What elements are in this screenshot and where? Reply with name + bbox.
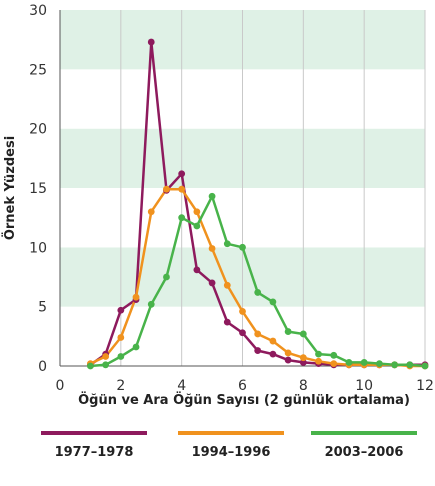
data-point bbox=[269, 337, 277, 345]
y-axis-title: Örnek Yüzdesi bbox=[2, 136, 18, 240]
data-point bbox=[132, 293, 140, 301]
data-point bbox=[163, 185, 170, 193]
data-point bbox=[223, 318, 231, 326]
y-tick-label: 0 bbox=[38, 359, 47, 375]
legend-label-1: 1977–1978 bbox=[55, 445, 134, 460]
data-point bbox=[406, 361, 414, 369]
data-point bbox=[163, 273, 170, 281]
data-point bbox=[391, 361, 398, 369]
legend-label-2: 1994–1996 bbox=[192, 445, 271, 460]
x-tick-label: 6 bbox=[238, 378, 247, 394]
data-point bbox=[360, 359, 368, 366]
data-point bbox=[284, 349, 292, 357]
data-point bbox=[269, 298, 277, 306]
data-point bbox=[193, 222, 201, 230]
legend-label-3: 2003–2006 bbox=[325, 445, 404, 460]
data-point bbox=[315, 350, 322, 358]
data-point bbox=[239, 308, 246, 315]
data-point bbox=[208, 279, 216, 287]
data-point bbox=[254, 347, 262, 354]
data-point bbox=[87, 362, 94, 370]
data-point bbox=[208, 192, 216, 200]
data-point bbox=[315, 357, 322, 365]
data-point bbox=[117, 334, 125, 341]
x-tick-label: 10 bbox=[355, 378, 373, 394]
gridlines bbox=[120, 10, 426, 366]
x-tick-label: 2 bbox=[116, 378, 125, 394]
data-point bbox=[299, 354, 307, 362]
data-point bbox=[178, 170, 186, 178]
data-point bbox=[117, 306, 125, 314]
data-point bbox=[299, 330, 307, 338]
data-point bbox=[330, 360, 338, 368]
series-points bbox=[87, 38, 429, 370]
data-point bbox=[117, 353, 125, 360]
y-tick-label: 10 bbox=[29, 240, 47, 256]
data-point bbox=[239, 329, 246, 337]
data-point bbox=[239, 243, 246, 251]
data-point bbox=[254, 330, 262, 338]
data-point bbox=[345, 359, 353, 366]
y-tick-label: 20 bbox=[29, 122, 47, 138]
y-tick-label: 25 bbox=[29, 62, 47, 78]
x-tick-label: 0 bbox=[56, 378, 65, 394]
data-point bbox=[102, 353, 110, 360]
data-point bbox=[421, 362, 429, 370]
legend: 1977–1978 1994–1996 2003–2006 bbox=[41, 431, 417, 460]
data-point bbox=[375, 360, 383, 368]
x-tick-label: 4 bbox=[177, 378, 186, 394]
data-point bbox=[284, 328, 292, 335]
tick-labels: 0 2 4 6 8 10 12 0 5 10 15 20 25 30 bbox=[29, 3, 434, 394]
data-point bbox=[254, 289, 262, 296]
data-point bbox=[193, 208, 201, 216]
x-tick-label: 8 bbox=[299, 378, 308, 394]
data-point bbox=[269, 350, 277, 358]
data-point bbox=[193, 266, 201, 274]
x-axis-title: Öğün ve Ara Öğün Sayısı (2 günlük ortala… bbox=[78, 392, 410, 408]
data-point bbox=[132, 343, 140, 351]
data-point bbox=[299, 359, 307, 366]
data-point bbox=[178, 185, 186, 193]
y-tick-label: 15 bbox=[29, 181, 47, 197]
data-point bbox=[102, 361, 110, 369]
data-point bbox=[208, 245, 216, 252]
data-point bbox=[178, 214, 186, 222]
data-point bbox=[284, 356, 292, 364]
y-tick-label: 5 bbox=[38, 300, 47, 316]
data-point bbox=[330, 351, 338, 359]
data-point bbox=[147, 208, 155, 216]
data-point bbox=[223, 240, 231, 248]
y-tick-label: 30 bbox=[29, 3, 47, 19]
data-point bbox=[223, 281, 231, 289]
data-point bbox=[147, 300, 155, 308]
x-tick-label: 12 bbox=[416, 378, 434, 394]
data-point bbox=[147, 38, 155, 46]
